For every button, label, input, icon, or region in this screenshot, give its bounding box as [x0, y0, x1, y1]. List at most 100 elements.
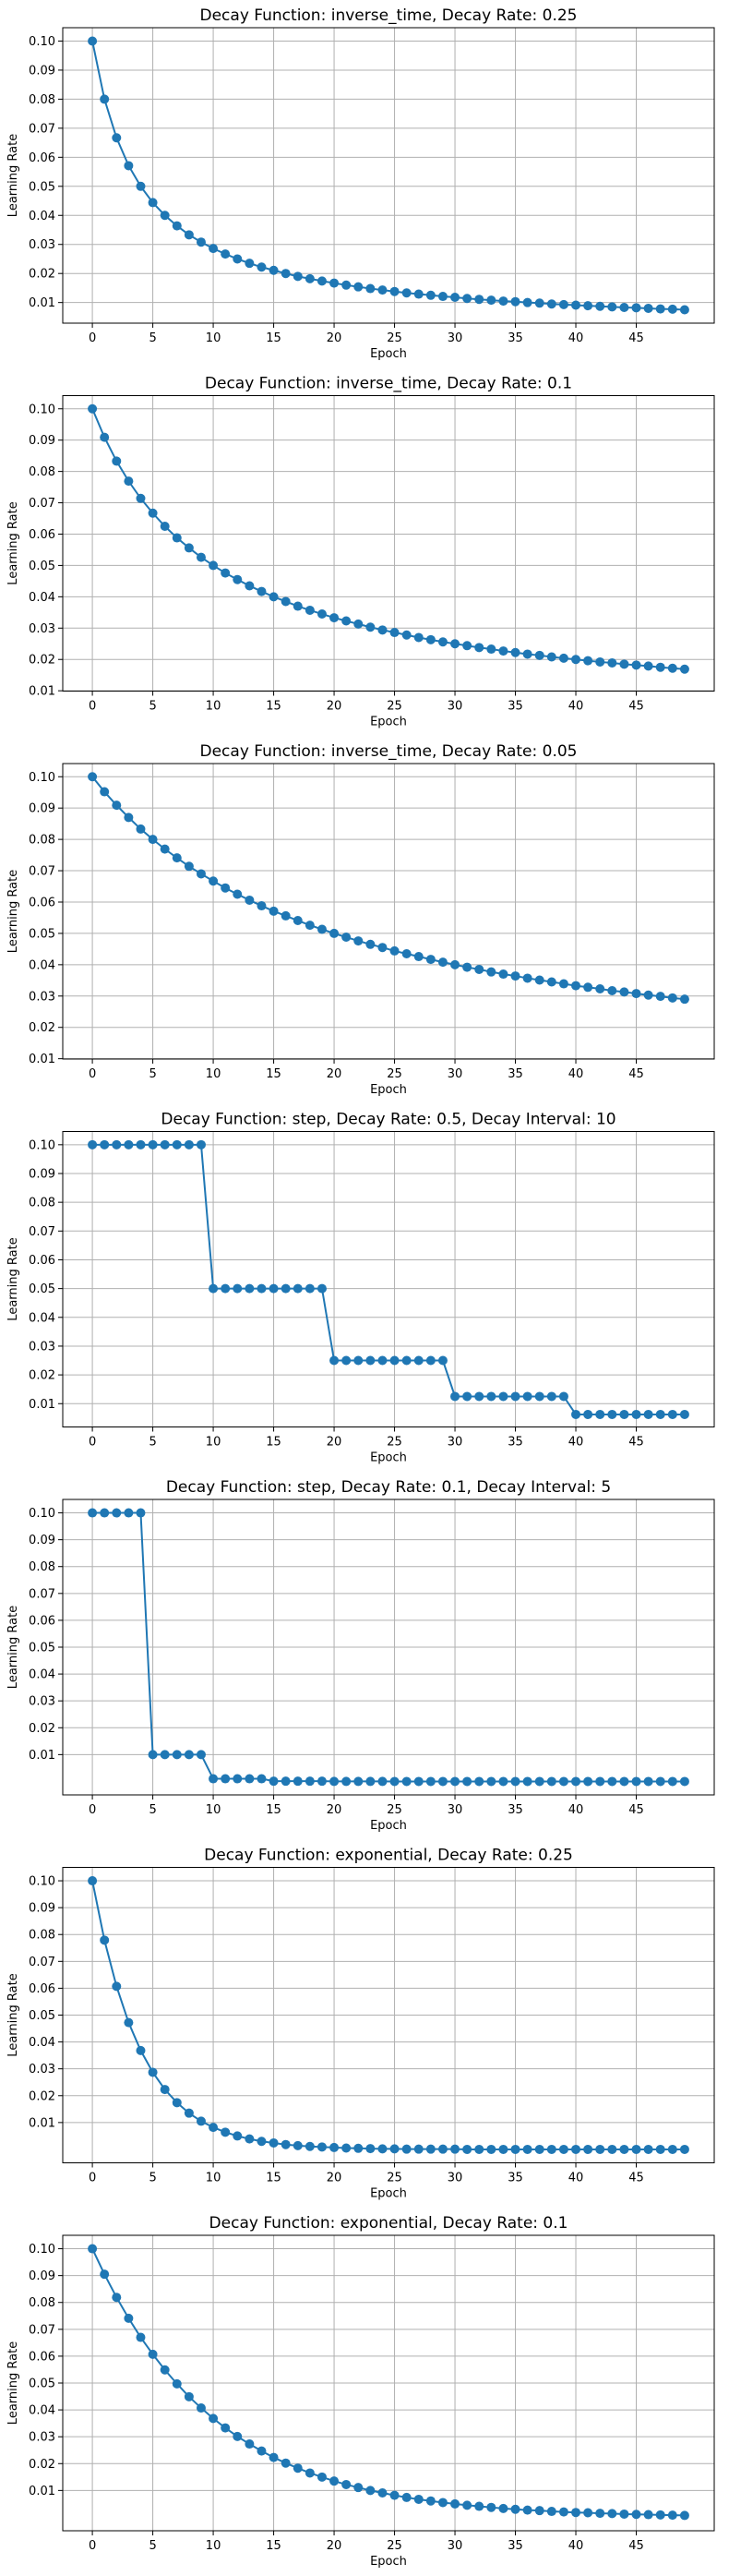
data-point: [124, 813, 134, 823]
data-point: [413, 1776, 424, 1787]
y-tick-label: 0.07: [29, 865, 55, 879]
data-point: [293, 601, 303, 611]
plot-frame: [62, 395, 715, 692]
y-axis-label: Learning Rate: [6, 1606, 20, 1689]
data-point: [100, 94, 110, 104]
data-point: [124, 2313, 134, 2323]
data-point: [172, 533, 182, 543]
data-point: [88, 1876, 98, 1886]
data-point: [643, 303, 653, 313]
data-point: [546, 652, 556, 662]
data-point: [245, 259, 255, 269]
data-point: [317, 2142, 327, 2152]
data-point: [136, 1139, 146, 1150]
data-point: [534, 650, 544, 660]
x-tick-label: 5: [149, 2172, 156, 2185]
x-tick-label: 20: [327, 1436, 342, 1450]
y-tick-label: 0.03: [29, 238, 55, 252]
data-point: [124, 476, 134, 487]
y-tick-label: 0.08: [29, 1197, 55, 1210]
data-point: [486, 2144, 496, 2154]
x-tick-label: 15: [266, 1803, 281, 1817]
data-point: [377, 943, 388, 953]
data-point: [172, 2378, 182, 2389]
data-point: [184, 2108, 194, 2118]
data-point: [558, 1776, 568, 1787]
data-point: [389, 945, 400, 956]
data-point: [631, 2510, 641, 2520]
data-point: [148, 835, 158, 845]
y-tick-label: 0.05: [29, 1282, 55, 1296]
data-point: [293, 2463, 303, 2474]
data-point: [667, 2144, 677, 2154]
x-tick-label: 15: [266, 700, 281, 714]
y-tick-label: 0.10: [29, 1138, 55, 1152]
data-point: [329, 2476, 340, 2486]
data-point: [112, 1508, 122, 1518]
data-point: [510, 971, 520, 981]
data-point: [413, 2144, 424, 2154]
y-tick-label: 0.10: [29, 403, 55, 416]
data-point: [619, 659, 629, 669]
data-point: [401, 630, 412, 640]
data-point: [136, 824, 146, 834]
data-point: [401, 2144, 412, 2154]
data-point: [341, 616, 352, 626]
data-point: [498, 296, 508, 307]
y-axis-label: Learning Rate: [6, 501, 20, 584]
data-point: [462, 2144, 472, 2154]
chart-panel-0: 0 5 10 15 20 25 30 35 40 45 0.01 0.02 0.03 0.04 0.05 0.…: [6, 6, 715, 361]
data-point: [136, 493, 146, 503]
y-tick-label: 0.04: [29, 1311, 55, 1325]
data-point: [389, 628, 400, 638]
data-point: [474, 643, 484, 653]
data-point: [124, 1139, 134, 1150]
data-point: [184, 1139, 194, 1150]
x-tick-label: 5: [149, 700, 156, 714]
data-point: [655, 304, 665, 314]
data-point: [595, 2144, 605, 2154]
x-tick-label: 45: [628, 2539, 644, 2553]
x-tick-label: 0: [89, 1067, 96, 1081]
y-tick-label: 0.08: [29, 465, 55, 479]
x-tick-label: 20: [327, 1067, 342, 1081]
data-point: [571, 300, 581, 310]
x-tick-label: 5: [149, 1067, 156, 1081]
y-axis-label: Learning Rate: [6, 2341, 20, 2425]
data-point: [558, 1391, 568, 1402]
x-tick-label: 20: [327, 2539, 342, 2553]
data-point: [450, 2144, 460, 2154]
data-point: [631, 303, 641, 313]
data-point: [305, 273, 315, 283]
data-point: [209, 560, 219, 571]
data-point: [534, 2144, 544, 2154]
x-tick-label: 25: [387, 1436, 402, 1450]
data-point: [667, 663, 677, 673]
data-point: [425, 2496, 436, 2506]
y-tick-label: 0.10: [29, 1875, 55, 1889]
data-point: [486, 295, 496, 306]
data-point: [486, 1391, 496, 1402]
x-tick-label: 10: [206, 1067, 221, 1081]
data-point: [245, 895, 255, 905]
data-point: [317, 1283, 327, 1294]
x-tick-label: 10: [206, 1803, 221, 1817]
data-point: [534, 975, 544, 985]
chart-panel-5: 0 5 10 15 20 25 30 35 40 45 0.01 0.02 0.03 0.04 0.05 0.…: [6, 1847, 715, 2201]
data-point: [413, 289, 424, 299]
data-point: [534, 2506, 544, 2516]
data-point: [221, 883, 231, 893]
data-point: [655, 992, 665, 1002]
data-point: [425, 1776, 436, 1787]
data-point: [510, 647, 520, 657]
data-point: [317, 924, 327, 934]
y-tick-label: 0.06: [29, 1614, 55, 1628]
data-point: [425, 2144, 436, 2154]
data-point: [486, 2502, 496, 2512]
data-point: [583, 1776, 593, 1787]
data-point: [100, 432, 110, 442]
data-point: [329, 278, 340, 288]
data-point: [510, 1776, 520, 1787]
data-point: [293, 916, 303, 926]
y-tick-label: 0.06: [29, 1982, 55, 1996]
